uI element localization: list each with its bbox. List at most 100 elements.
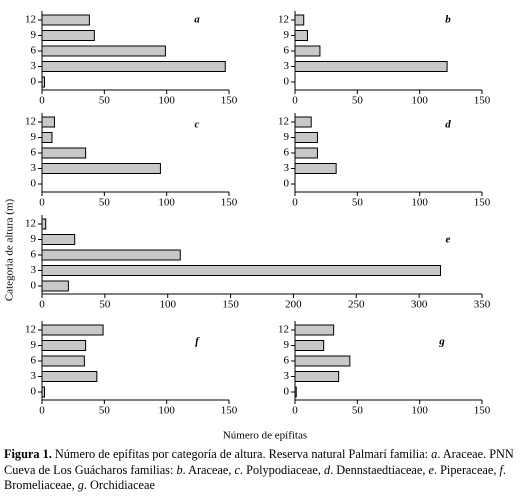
caption-text: f [499,462,503,477]
caption-text: c [234,462,240,477]
x-tick-label: 100 [411,95,428,107]
x-axis-label: Número de epífitas [223,430,307,442]
y-tick-label: 0 [284,76,290,88]
bar [294,147,318,159]
panel-label: d [445,119,451,131]
bar [294,132,318,143]
bar [41,280,69,292]
bar [41,45,166,57]
bar [41,324,104,336]
caption-text: Número de epífitas por categoría de altu… [51,447,432,461]
panel-label: e [446,234,451,246]
y-axis-label: Categoria de altura (m) [4,199,16,302]
panel-label: g [438,336,445,348]
caption-text: d [323,462,331,477]
x-tick-label: 100 [158,405,175,417]
bar [294,14,305,26]
y-tick-label: 9 [31,233,37,245]
caption-text: . Araceae, [182,462,235,477]
y-tick-label: 0 [31,178,37,190]
y-tick-label: 6 [31,355,37,367]
y-tick-label: 12 [278,116,289,128]
x-tick-label: 50 [352,197,364,209]
bar [294,61,448,72]
y-tick-label: 6 [284,45,290,57]
x-tick-label: 0 [39,405,45,417]
x-tick-label: 50 [99,299,111,311]
y-tick-label: 12 [25,218,36,230]
y-tick-label: 6 [284,147,290,159]
y-tick-label: 6 [31,45,37,57]
bar [294,324,335,336]
x-tick-label: 50 [352,95,364,107]
y-tick-label: 3 [284,370,290,382]
bar [41,163,161,174]
y-tick-label: 3 [31,60,37,72]
caption-text: e [428,462,434,477]
y-tick-label: 12 [278,14,289,26]
bar [41,386,45,398]
bar [294,116,312,128]
x-tick-label: 0 [292,95,298,107]
x-tick-label: 0 [39,95,45,107]
y-tick-label: 9 [284,29,290,41]
x-tick-label: 150 [221,405,238,417]
axis [294,11,482,91]
bar [41,218,47,230]
y-tick-label: 0 [31,280,37,292]
x-tick-label: 100 [159,299,176,311]
caption-text: g [77,478,84,492]
axis [294,113,482,193]
caption-title: Figura 1. [4,447,52,461]
caption-text: a [431,447,438,461]
bar [294,371,340,382]
x-tick-label: 0 [39,197,45,209]
caption-text: . Araceae. PNN Cueva de Los Guácharos fa… [4,447,514,477]
x-tick-label: 100 [411,405,428,417]
x-tick-label: 300 [411,299,428,311]
y-tick-label: 3 [31,162,37,174]
x-tick-label: 50 [99,405,111,417]
bar [41,76,45,88]
y-tick-label: 9 [31,131,37,143]
x-tick-label: 350 [474,299,491,311]
y-tick-label: 3 [31,370,37,382]
bar [294,355,351,367]
caption-text: . Piperaceae, [433,462,500,477]
y-tick-label: 0 [31,76,37,88]
panel-label: f [195,336,200,348]
x-tick-label: 150 [221,95,238,107]
y-tick-label: 0 [284,178,290,190]
bar [41,14,90,26]
y-tick-label: 6 [31,147,37,159]
bar [41,147,87,159]
x-tick-label: 250 [348,299,365,311]
y-tick-label: 12 [25,324,36,336]
y-tick-label: 12 [278,324,289,336]
x-tick-label: 150 [474,197,491,209]
caption-text: . Dennstaedtiaceae, [330,462,429,477]
bar [41,116,55,128]
y-tick-label: 0 [284,386,290,398]
y-tick-label: 3 [31,264,37,276]
bar [294,386,297,398]
bar [294,45,321,57]
bar [41,234,76,245]
y-tick-label: 9 [31,29,37,41]
x-tick-label: 150 [222,299,239,311]
x-tick-label: 0 [292,405,298,417]
bar [41,340,87,351]
bar [41,132,53,143]
x-tick-label: 50 [99,197,111,209]
y-tick-label: 12 [25,14,36,26]
x-tick-label: 0 [292,197,298,209]
x-tick-label: 50 [352,405,364,417]
panel-label: b [445,14,451,26]
bar [41,30,95,41]
caption-text: . Orchidiaceae [83,478,155,492]
bar [41,265,442,276]
y-tick-label: 3 [284,60,290,72]
y-tick-label: 6 [31,249,37,261]
bar [41,61,226,72]
